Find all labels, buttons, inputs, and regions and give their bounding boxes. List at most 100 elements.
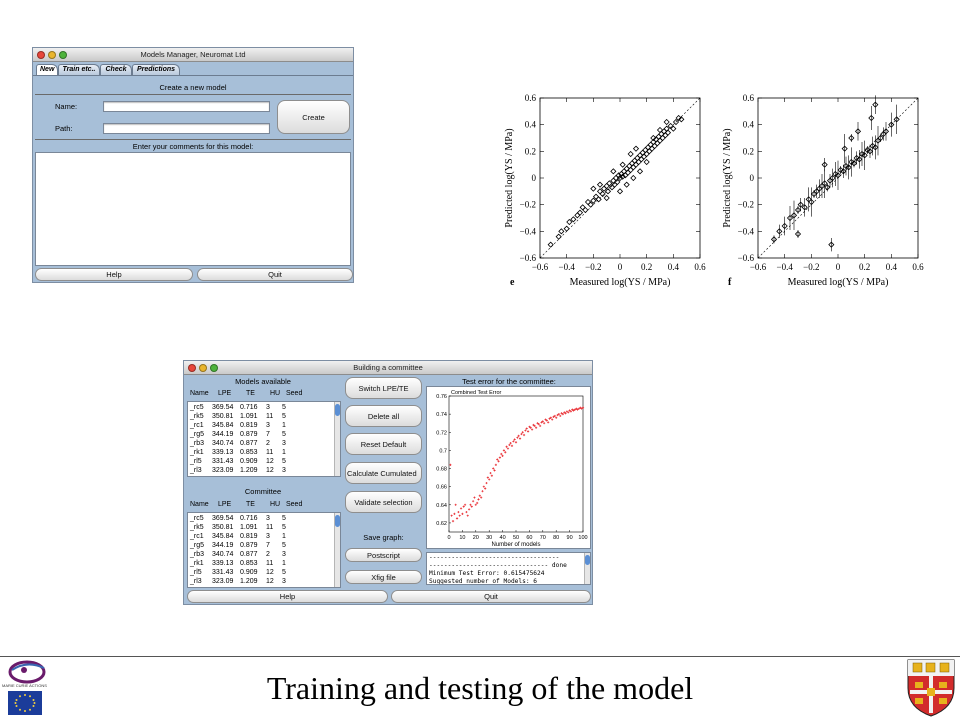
- zoom-window-button[interactable]: [59, 51, 67, 59]
- committee-list-cell: 369.54: [212, 515, 234, 522]
- chart-frame: [448, 395, 584, 533]
- data-point: [599, 190, 606, 198]
- x-axis-label: Measured log(YS / MPa): [570, 277, 671, 288]
- committee-list-cell: 350.81: [212, 524, 234, 531]
- x-tick-label: 0.6: [694, 262, 706, 272]
- tab-train[interactable]: Train etc..: [58, 64, 100, 75]
- minimize-window-button[interactable]: [199, 364, 207, 372]
- name-label: Name:: [55, 102, 78, 111]
- console-scrollbar[interactable]: [584, 553, 590, 584]
- data-point: [574, 212, 581, 219]
- committee-list-cell: 3: [266, 515, 270, 522]
- data-point: [468, 508, 471, 511]
- data-point: [480, 496, 483, 499]
- data-point: [678, 116, 685, 123]
- data-point: [555, 416, 558, 419]
- close-window-button[interactable]: [188, 364, 196, 372]
- data-point: [600, 185, 608, 192]
- data-point: [540, 421, 543, 424]
- models-list-cell: 3: [266, 422, 270, 429]
- models-list-cell: 0.716: [240, 404, 258, 411]
- models-list-cell: 1: [282, 449, 286, 456]
- models-list-cell: 5: [282, 431, 286, 438]
- xfig-file-button[interactable]: Xfig file: [345, 570, 422, 584]
- models-list-cell: 0.877: [240, 440, 258, 447]
- x-tick-label: 70: [540, 535, 546, 541]
- y-tick-label: 0.6: [525, 93, 537, 103]
- console-text: ----------------------------------- ----…: [429, 554, 567, 585]
- calculate-cumulated-button[interactable]: Calculate Cumulated: [345, 462, 422, 484]
- tab-predictions[interactable]: Predictions: [132, 64, 180, 75]
- help-button[interactable]: Help: [187, 590, 388, 603]
- help-button[interactable]: Help: [35, 268, 193, 281]
- data-point: [584, 198, 592, 206]
- quit-button[interactable]: Quit: [391, 590, 591, 603]
- data-point: [463, 503, 467, 506]
- data-point: [568, 409, 571, 412]
- data-point: [469, 503, 472, 506]
- models-list-cell: 345.84: [212, 422, 234, 429]
- x-axis-label: Number of models: [491, 542, 540, 548]
- col-lpe: LPE: [218, 390, 232, 397]
- data-point: [560, 412, 563, 415]
- data-point: [643, 158, 650, 166]
- minimize-window-button[interactable]: [48, 51, 56, 59]
- scroll-thumb[interactable]: [585, 555, 590, 565]
- path-field[interactable]: [103, 123, 270, 134]
- committee-list-cell: 1.209: [240, 578, 258, 585]
- data-point: [547, 421, 550, 424]
- data-point: [461, 512, 464, 515]
- data-point: [492, 467, 495, 470]
- committee-list-cell: 344.19: [212, 542, 234, 549]
- data-point: [670, 125, 677, 132]
- scroll-thumb[interactable]: [335, 515, 340, 527]
- window-title: Models Manager, Neuromat Ltd: [140, 50, 246, 59]
- switch-lpe-te-button[interactable]: Switch LPE/TE: [345, 377, 422, 399]
- data-point: [781, 222, 788, 230]
- data-point: [794, 206, 802, 214]
- scatter-plots: −0.6−0.6−0.4−0.4−0.2−0.2000.20.20.40.40.…: [504, 93, 924, 288]
- models-list-cell: 11: [266, 449, 274, 456]
- data-point: [581, 406, 585, 409]
- tab-new[interactable]: New: [36, 64, 58, 75]
- data-point: [877, 134, 884, 142]
- marie-curie-logo: MARIE CURIE ACTIONS: [2, 658, 60, 718]
- comments-textarea[interactable]: [35, 152, 351, 266]
- y-tick-label: 0.64: [436, 503, 447, 509]
- committee-list-scrollbar[interactable]: [334, 513, 340, 587]
- zoom-window-button[interactable]: [210, 364, 218, 372]
- models-list-cell: 331.43: [212, 458, 234, 465]
- models-available-list[interactable]: _rc5 369.54 0.716 3 5 _rk5 350.81 1.091 11 5 _rc1 3…: [187, 401, 341, 477]
- validate-selection-button[interactable]: Validate selection: [345, 491, 422, 513]
- data-point: [569, 410, 573, 413]
- data-point: [619, 173, 626, 180]
- data-point: [462, 505, 465, 508]
- data-point: [872, 144, 879, 151]
- committee-list-cell: _rk1: [190, 560, 204, 567]
- data-point: [882, 128, 890, 135]
- create-button[interactable]: Create: [277, 100, 350, 134]
- name-field[interactable]: [103, 101, 270, 112]
- committee-list-cell: 323.09: [212, 578, 234, 585]
- data-point: [526, 430, 530, 433]
- x-tick-label: −0.6: [532, 262, 549, 272]
- models-list-scrollbar[interactable]: [334, 402, 340, 476]
- committee-list[interactable]: _rc5 369.54 0.716 3 5 _rk5 350.81 1.091 11 5 _rc1 3…: [187, 512, 341, 588]
- data-point: [848, 158, 855, 166]
- committee-list-cell: 3: [282, 551, 286, 558]
- close-window-button[interactable]: [37, 51, 45, 59]
- reset-default-button[interactable]: Reset Default: [345, 433, 422, 455]
- postscript-button[interactable]: Postscript: [345, 548, 422, 562]
- delete-all-button[interactable]: Delete all: [345, 405, 422, 427]
- x-tick-label: 0.4: [668, 262, 680, 272]
- data-point: [794, 230, 802, 238]
- data-point: [493, 469, 496, 472]
- data-point: [861, 152, 868, 159]
- data-point: [547, 241, 554, 248]
- data-point: [481, 490, 484, 493]
- x-tick-label: 0: [447, 535, 450, 541]
- quit-button[interactable]: Quit: [197, 268, 353, 281]
- models-list-cell: 3: [282, 467, 286, 474]
- scroll-thumb[interactable]: [335, 404, 340, 416]
- tab-check[interactable]: Check: [100, 64, 132, 75]
